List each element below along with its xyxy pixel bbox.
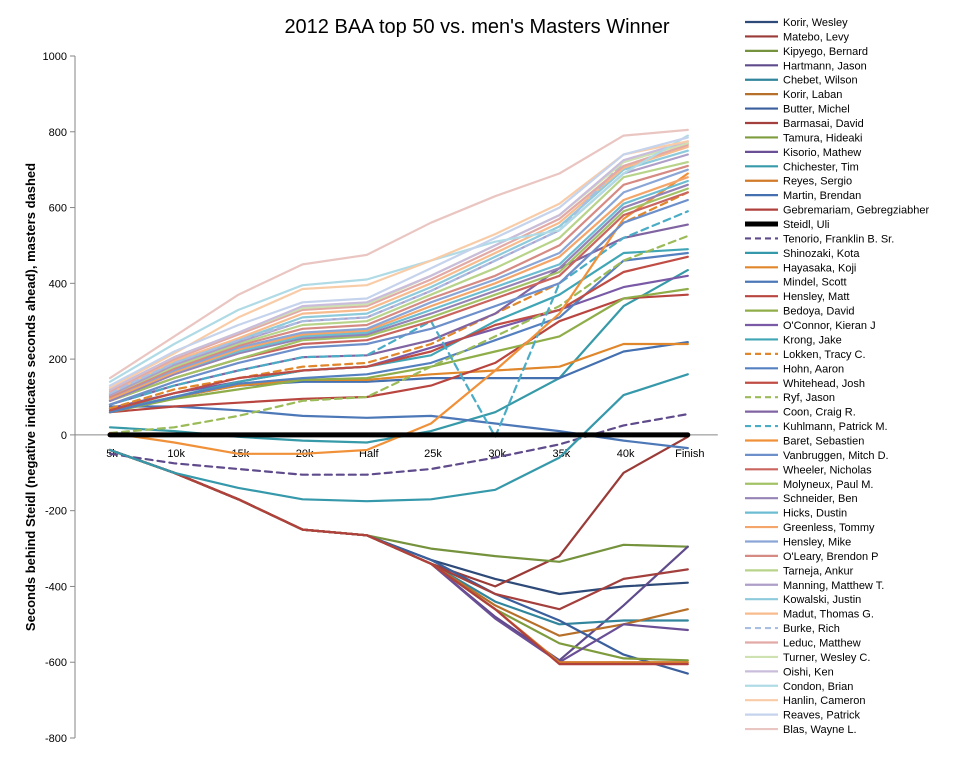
- y-tick-label: -800: [45, 733, 67, 745]
- legend-label: Leduc, Matthew: [783, 637, 861, 649]
- legend-label: Gebremariam, Gebregziabher: [783, 205, 929, 217]
- y-tick-label: -400: [45, 581, 67, 593]
- legend-label: Martin, Brendan: [783, 190, 861, 202]
- legend-label: Tenorio, Franklin B. Sr.: [783, 233, 894, 245]
- legend-label: Butter, Michel: [783, 104, 850, 116]
- series-line: [108, 140, 689, 391]
- y-tick-label: -600: [45, 657, 67, 669]
- legend-label: Whitehead, Josh: [783, 378, 865, 390]
- series-line: [108, 187, 689, 402]
- legend-label: O'Leary, Brendon P: [783, 551, 878, 563]
- y-tick-label: 800: [49, 127, 67, 139]
- legend-label: Ryf, Jason: [783, 392, 835, 404]
- legend-label: Korir, Wesley: [783, 17, 848, 29]
- legend-label: Mindel, Scott: [783, 277, 847, 289]
- series-line: [108, 149, 689, 395]
- series-line: [108, 142, 689, 395]
- legend-label: Madut, Thomas G.: [783, 609, 874, 621]
- legend-label: Chebet, Wilson: [783, 75, 858, 87]
- legend-label: Bedoya, David: [783, 306, 855, 318]
- y-tick-label: 200: [49, 354, 67, 366]
- legend-label: Kipyego, Bernard: [783, 46, 868, 58]
- legend-label: Tamura, Hideaki: [783, 132, 862, 144]
- x-tick-label: 40k: [617, 448, 635, 460]
- legend-label: Tarneja, Ankur: [783, 565, 854, 577]
- series-line: [108, 191, 689, 410]
- legend-label: Burke, Rich: [783, 623, 840, 635]
- legend-label: Kowalski, Justin: [783, 594, 861, 606]
- legend-label: Matebo, Levy: [783, 31, 850, 43]
- y-tick-label: 400: [49, 278, 67, 290]
- legend-label: Coon, Craig R.: [783, 407, 856, 419]
- legend-label: Kuhlmann, Patrick M.: [783, 421, 888, 433]
- series-line: [108, 373, 689, 503]
- legend-label: O'Connor, Kieran J: [783, 320, 876, 332]
- legend-label: Lokken, Tracy C.: [783, 349, 866, 361]
- series-line: [108, 210, 689, 438]
- x-tick-label: Finish: [675, 448, 704, 460]
- series-line: [108, 251, 689, 414]
- series-line: [108, 168, 689, 399]
- series-line: [108, 287, 689, 414]
- x-tick-label: 30k: [488, 448, 506, 460]
- legend-label: Hensley, Mike: [783, 536, 851, 548]
- legend-label: Molyneux, Paul M.: [783, 479, 873, 491]
- legend-label: Hanlin, Cameron: [783, 695, 866, 707]
- legend-label: Wheeler, Nicholas: [783, 464, 872, 476]
- y-tick-label: 1000: [43, 51, 67, 63]
- series-line: [108, 293, 689, 414]
- legend-label: Hartmann, Jason: [783, 60, 867, 72]
- series-line: [108, 134, 689, 383]
- legend-label: Hicks, Dustin: [783, 508, 847, 520]
- series-line: [108, 161, 689, 397]
- legend-label: Schneider, Ben: [783, 493, 858, 505]
- y-tick-label: -200: [45, 506, 67, 518]
- legend-label: Krong, Jake: [783, 334, 842, 346]
- legend-label: Manning, Matthew T.: [783, 580, 884, 592]
- legend-label: Greenless, Tommy: [783, 522, 875, 534]
- legend-label: Korir, Laban: [783, 89, 842, 101]
- y-axis-title: Seconds behind Steidl (negative indicate…: [23, 163, 38, 631]
- legend-label: Condon, Brian: [783, 681, 853, 693]
- legend-label: Turner, Wesley C.: [783, 652, 870, 664]
- chart-title: 2012 BAA top 50 vs. men's Masters Winner: [284, 16, 669, 38]
- series-line: [108, 448, 689, 666]
- legend-label: Vanbruggen, Mitch D.: [783, 450, 889, 462]
- series-line: [108, 234, 689, 435]
- x-tick-label: 10k: [167, 448, 185, 460]
- y-tick-label: 600: [49, 203, 67, 215]
- legend-label: Baret, Sebastien: [783, 435, 864, 447]
- series-line: [108, 183, 689, 402]
- series-line: [108, 198, 689, 406]
- legend-label: Steidl, Uli: [783, 219, 829, 231]
- series-line: [108, 255, 689, 412]
- legend-label: Hayasaka, Koji: [783, 262, 856, 274]
- series-line: [108, 136, 689, 387]
- legend-label: Oishi, Ken: [783, 666, 834, 678]
- series-line: [108, 164, 689, 399]
- legend-label: Reyes, Sergio: [783, 176, 852, 188]
- series-line: [108, 140, 689, 389]
- series-line: [108, 274, 689, 410]
- y-tick-label: 0: [61, 430, 67, 442]
- legend-label: Hohn, Aaron: [783, 363, 844, 375]
- legend-label: Reaves, Patrick: [783, 710, 861, 722]
- legend-label: Kisorio, Mathew: [783, 147, 861, 159]
- legend-label: Blas, Wayne L.: [783, 724, 857, 736]
- legend-label: Shinozaki, Kota: [783, 248, 860, 260]
- legend: Korir, Wesley Matebo, Levy Kipyego, Bernar…: [745, 17, 929, 736]
- x-tick-label: 25k: [424, 448, 442, 460]
- series-line: [108, 143, 689, 393]
- legend-label: Hensley, Matt: [783, 291, 849, 303]
- series-line: [108, 176, 689, 400]
- series-line: [108, 128, 689, 380]
- legend-label: Barmasai, David: [783, 118, 864, 130]
- legend-label: Chichester, Tim: [783, 161, 859, 173]
